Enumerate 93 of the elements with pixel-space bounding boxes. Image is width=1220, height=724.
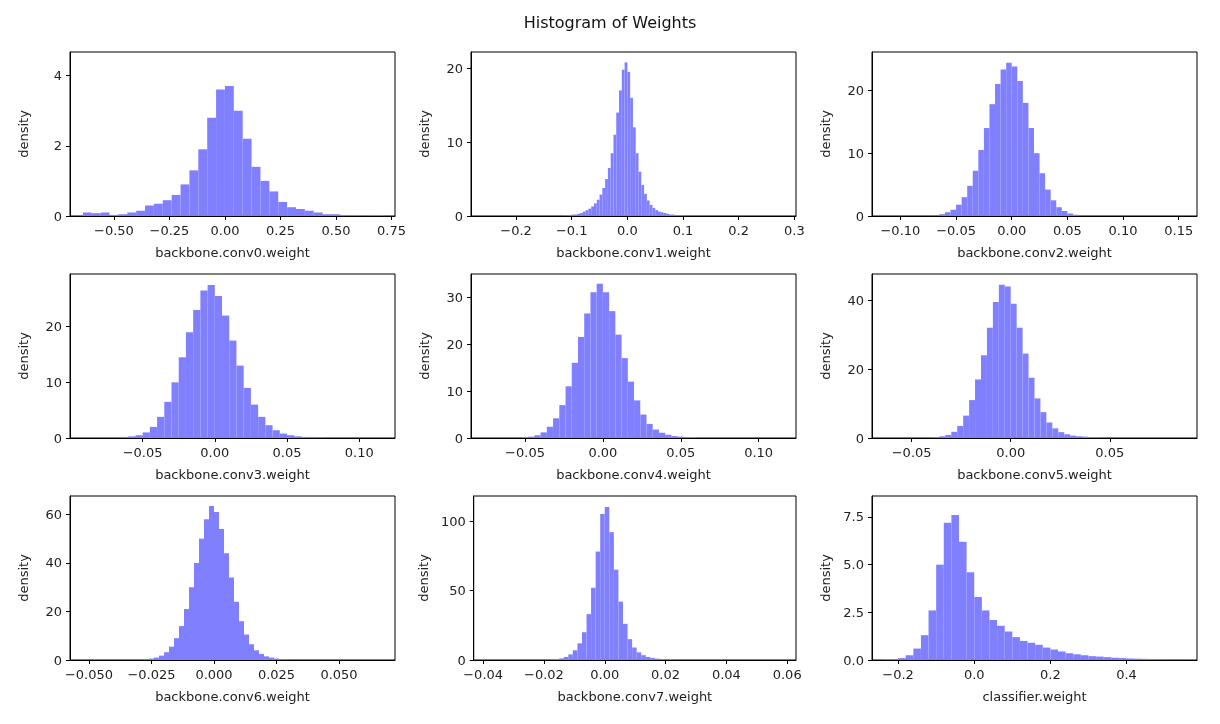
y-axis-title: density — [417, 109, 432, 158]
y-axis-title: density — [417, 331, 432, 380]
x-axis-title: classifier.weight — [982, 689, 1087, 704]
x-tick-label: 0.05 — [1052, 223, 1082, 238]
y-tick-label: 40 — [847, 292, 864, 308]
x-tick-label: −0.2 — [882, 667, 914, 682]
y-tick-label: 0 — [855, 208, 864, 224]
x-tick-label: −0.05 — [891, 445, 932, 460]
x-tick-label: 0.00 — [590, 667, 620, 682]
x-tick-label: 0.05 — [666, 445, 696, 460]
y-axis-title: density — [16, 109, 31, 158]
x-axis-title: backbone.conv1.weight — [556, 245, 711, 260]
x-tick-label: −0.10 — [880, 223, 921, 238]
x-tick-label: 0.10 — [744, 445, 774, 460]
x-tick-label: 0.0 — [963, 667, 985, 682]
x-tick-label: −0.02 — [524, 667, 564, 682]
x-tick-label: 0.3 — [783, 223, 805, 238]
x-tick-label: 0.00 — [588, 445, 618, 460]
y-tick-label: 10 — [446, 383, 463, 399]
x-tick-label: −0.05 — [936, 223, 976, 238]
x-tick-label: 0.25 — [265, 223, 295, 238]
y-tick-label: 40 — [45, 555, 62, 571]
x-axis-title: backbone.conv0.weight — [155, 245, 310, 260]
x-tick-label: 0.00 — [210, 223, 240, 238]
x-tick-label: 0.4 — [1116, 667, 1137, 682]
y-tick-label: 20 — [45, 319, 62, 335]
x-tick-label: 0.2 — [1040, 667, 1061, 682]
y-tick-label: 10 — [45, 374, 62, 390]
y-axis-title: density — [16, 553, 31, 602]
x-tick-label: −0.05 — [505, 445, 545, 460]
y-tick-label: 20 — [446, 60, 463, 76]
y-tick-label: 5.0 — [843, 557, 864, 573]
x-tick-label: 0.75 — [376, 223, 406, 238]
y-tick-label: 30 — [446, 289, 463, 305]
x-tick-label: 0.00 — [997, 223, 1027, 238]
x-tick-label: −0.050 — [64, 667, 114, 682]
y-tick-label: 100 — [440, 513, 466, 529]
y-tick-label: 0.0 — [843, 652, 864, 668]
y-tick-label: 0 — [53, 208, 62, 224]
chart-title: Histogram of Weights — [522, 12, 698, 34]
y-tick-label: 10 — [446, 134, 463, 150]
x-tick-label: 0.50 — [321, 223, 351, 238]
x-axis-title: backbone.conv3.weight — [155, 467, 310, 482]
y-tick-label: 4 — [53, 68, 62, 84]
x-tick-label: 0.00 — [200, 445, 230, 460]
y-axis-title: density — [818, 331, 833, 380]
y-tick-label: 50 — [449, 583, 466, 599]
y-tick-label: 60 — [45, 506, 62, 522]
y-tick-label: 0 — [855, 430, 864, 446]
x-tick-label: 0.1 — [672, 223, 694, 238]
x-tick-label: 0.04 — [711, 667, 741, 682]
y-tick-label: 0 — [53, 430, 62, 446]
y-tick-label: 20 — [847, 82, 864, 98]
x-tick-label: 0.050 — [320, 667, 358, 682]
x-tick-label: −0.05 — [122, 445, 163, 460]
x-tick-label: −0.25 — [149, 223, 190, 238]
y-tick-label: 20 — [45, 603, 62, 619]
x-tick-label: 0.10 — [344, 445, 374, 460]
y-axis-title: density — [16, 331, 31, 380]
y-tick-label: 2 — [53, 138, 62, 154]
x-axis-title: backbone.conv5.weight — [957, 467, 1112, 482]
y-axis-title: density — [818, 109, 833, 158]
y-tick-label: 7.5 — [843, 509, 864, 525]
x-tick-label: 0.10 — [1108, 223, 1138, 238]
y-tick-label: 0 — [454, 208, 463, 224]
y-axis-title: density — [818, 553, 833, 602]
x-tick-label: 0.025 — [257, 667, 296, 682]
x-tick-label: 0.2 — [728, 223, 750, 238]
x-axis-title: backbone.conv6.weight — [155, 689, 310, 704]
x-tick-label: 0.0 — [617, 223, 638, 238]
y-tick-label: 0 — [457, 652, 466, 668]
y-tick-label: 20 — [847, 361, 864, 377]
x-tick-label: 0.15 — [1164, 223, 1194, 238]
x-tick-label: 0.05 — [1095, 445, 1125, 460]
x-axis-title: backbone.conv4.weight — [556, 467, 711, 482]
y-tick-label: 2.5 — [843, 604, 864, 620]
x-tick-label: −0.04 — [463, 667, 504, 682]
x-tick-label: 0.05 — [272, 445, 302, 460]
x-tick-label: 0.06 — [772, 667, 802, 682]
x-tick-label: −0.50 — [94, 223, 134, 238]
x-tick-label: 0.02 — [651, 667, 681, 682]
y-tick-label: 0 — [53, 652, 62, 668]
x-tick-label: 0.000 — [195, 667, 233, 682]
y-axis-title: density — [416, 553, 431, 602]
x-tick-label: 0.00 — [996, 445, 1026, 460]
x-axis-title: backbone.conv7.weight — [557, 689, 713, 704]
y-tick-label: 20 — [446, 336, 463, 352]
x-tick-label: −0.1 — [555, 223, 588, 238]
y-tick-label: 10 — [847, 145, 864, 161]
x-tick-label: −0.2 — [500, 223, 532, 238]
y-tick-label: 0 — [454, 430, 463, 446]
x-tick-label: −0.025 — [127, 667, 176, 682]
x-axis-title: backbone.conv2.weight — [957, 245, 1112, 260]
